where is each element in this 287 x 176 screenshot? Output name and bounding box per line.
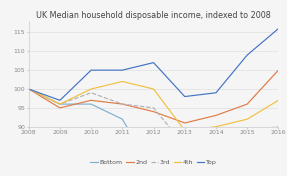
2nd: [277, 69, 280, 71]
Bottom: [183, 148, 187, 150]
Bottom: [89, 103, 93, 105]
Top: [58, 99, 62, 101]
3rd: [245, 129, 249, 131]
3rd: [277, 126, 280, 128]
2nd: [183, 122, 187, 124]
Top: [214, 92, 218, 94]
4th: [183, 129, 187, 131]
Bottom: [214, 167, 218, 169]
Legend: Bottom, 2nd, 3rd, 4th, Top: Bottom, 2nd, 3rd, 4th, Top: [88, 158, 219, 168]
3rd: [58, 103, 62, 105]
4th: [214, 126, 218, 128]
3rd: [152, 107, 155, 109]
Top: [152, 62, 155, 64]
2nd: [121, 103, 124, 105]
Bottom: [245, 152, 249, 154]
2nd: [214, 114, 218, 117]
Bottom: [121, 118, 124, 120]
3rd: [27, 88, 30, 90]
4th: [58, 103, 62, 105]
Bottom: [58, 103, 62, 105]
Line: Bottom: Bottom: [29, 89, 278, 172]
Top: [183, 96, 187, 98]
4th: [121, 80, 124, 83]
4th: [27, 88, 30, 90]
Top: [89, 69, 93, 71]
4th: [245, 118, 249, 120]
Line: 2nd: 2nd: [29, 70, 278, 123]
Top: [277, 28, 280, 30]
Line: 4th: 4th: [29, 81, 278, 130]
3rd: [183, 144, 187, 147]
2nd: [89, 99, 93, 101]
2nd: [152, 111, 155, 113]
Title: UK Median household disposable income, indexed to 2008: UK Median household disposable income, i…: [36, 11, 271, 20]
Bottom: [27, 88, 30, 90]
3rd: [89, 92, 93, 94]
Line: 3rd: 3rd: [29, 89, 278, 146]
Line: Top: Top: [29, 29, 278, 100]
Bottom: [152, 171, 155, 173]
3rd: [121, 103, 124, 105]
Bottom: [277, 133, 280, 135]
Top: [245, 54, 249, 56]
Top: [121, 69, 124, 71]
Top: [27, 88, 30, 90]
4th: [152, 88, 155, 90]
4th: [89, 88, 93, 90]
2nd: [245, 103, 249, 105]
4th: [277, 99, 280, 101]
3rd: [214, 137, 218, 139]
2nd: [27, 88, 30, 90]
2nd: [58, 107, 62, 109]
